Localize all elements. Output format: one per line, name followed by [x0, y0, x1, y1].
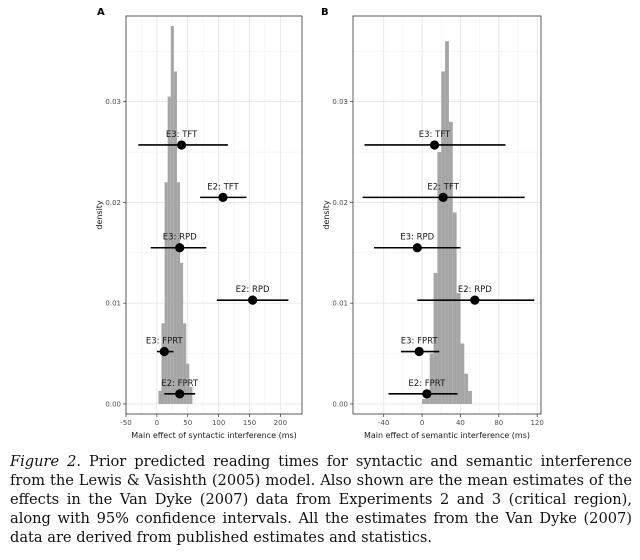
x-tick-label: 150	[243, 419, 256, 427]
histogram-bar	[433, 272, 438, 404]
plot-area	[126, 16, 302, 414]
y-axis-label: density	[322, 200, 331, 230]
x-tick-label: 0	[420, 419, 424, 427]
histogram-bar	[448, 121, 453, 404]
estimate-label: E2: RPD	[458, 285, 492, 295]
x-axis-label: Main effect of semantic interference (ms…	[364, 431, 530, 440]
panel-letter: B	[321, 7, 329, 18]
histogram-bar	[460, 343, 465, 404]
histogram-bar	[422, 398, 426, 404]
chart-panel-b: E3: TFT E2: TFT E3: RPD E2: RPD E3: FPRT E2: …	[321, 7, 544, 440]
estimate-point	[175, 389, 185, 399]
histogram-bar	[161, 323, 165, 404]
estimate-label: E3: TFT	[166, 130, 198, 140]
estimate-label: E2: TFT	[207, 182, 239, 192]
estimate-point	[414, 346, 424, 357]
histogram-bar	[176, 182, 181, 404]
estimate-label: E2: RPD	[236, 285, 270, 295]
y-tick-label: 0.00	[105, 400, 121, 408]
histogram-bar	[180, 262, 184, 404]
estimate-point	[412, 243, 422, 253]
estimate-label: E3: FPRT	[146, 337, 184, 347]
estimate-point	[159, 346, 169, 357]
histogram-bar	[429, 353, 434, 404]
caption-figure-label: Figure 2	[10, 453, 77, 470]
estimate-point	[438, 192, 448, 202]
x-tick-label: 80	[494, 419, 503, 427]
estimate-label: E2: FPRT	[161, 379, 199, 389]
histogram-bar	[189, 386, 193, 404]
histogram-bar	[464, 373, 469, 404]
estimate-point	[218, 192, 228, 202]
y-tick-label: 0.01	[332, 300, 348, 308]
x-tick-label: -40	[378, 419, 389, 427]
estimate-point	[247, 295, 258, 305]
figure-caption: Figure 2. Prior predicted reading times …	[10, 452, 632, 547]
histogram-bar	[158, 390, 162, 404]
estimate-label: E3: RPD	[400, 233, 434, 243]
panel-border	[352, 15, 542, 415]
estimate-point	[470, 295, 480, 305]
panel-letter: A	[97, 7, 105, 18]
y-tick-label: 0.00	[332, 400, 348, 408]
x-tick-label: 120	[530, 419, 543, 427]
histogram-bar	[186, 363, 190, 404]
estimate-label: E2: FPRT	[408, 379, 446, 389]
x-tick-label: -50	[120, 419, 131, 427]
x-tick-label: 50	[183, 419, 192, 427]
histogram-bar	[445, 41, 449, 404]
histogram-bar	[167, 96, 171, 404]
y-tick-label: 0.03	[332, 98, 348, 106]
x-tick-label: 100	[212, 419, 225, 427]
estimate-point	[422, 389, 432, 399]
caption-text: . Prior predicted reading times for synt…	[10, 453, 632, 546]
estimate-label: E3: TFT	[419, 130, 451, 140]
panel-border	[125, 15, 303, 415]
y-tick-label: 0.01	[105, 300, 121, 308]
x-tick-label: 40	[456, 419, 465, 427]
histogram-bar	[468, 390, 472, 404]
y-tick-label: 0.02	[332, 199, 348, 207]
y-tick-label: 0.02	[105, 199, 121, 207]
figure-canvas: E3: TFT E2: TFT E3: RPD E2: RPD E3: FPRT E2: …	[95, 7, 544, 440]
estimate-point	[176, 140, 187, 150]
histogram-bar	[456, 293, 461, 404]
y-axis-label: density	[95, 200, 104, 230]
histogram-bar	[437, 152, 442, 404]
histogram-bar	[452, 212, 457, 404]
estimate-point	[175, 243, 185, 253]
x-tick-label: 200	[274, 419, 287, 427]
histogram-bar	[170, 26, 174, 404]
chart-panel-a: E3: TFT E2: TFT E3: RPD E2: RPD E3: FPRT E2: …	[95, 7, 303, 440]
histogram-bar	[173, 71, 177, 404]
histogram-bar	[183, 323, 187, 404]
histogram-bar	[441, 71, 446, 404]
estimate-label: E2: TFT	[427, 182, 459, 192]
y-tick-label: 0.03	[105, 98, 121, 106]
estimate-label: E3: RPD	[163, 233, 197, 243]
histogram-bar	[164, 182, 168, 404]
x-tick-label: 0	[155, 419, 159, 427]
estimate-label: E3: FPRT	[401, 337, 439, 347]
estimate-point	[429, 140, 440, 150]
x-axis-label: Main effect of syntactic interference (m…	[131, 431, 297, 440]
